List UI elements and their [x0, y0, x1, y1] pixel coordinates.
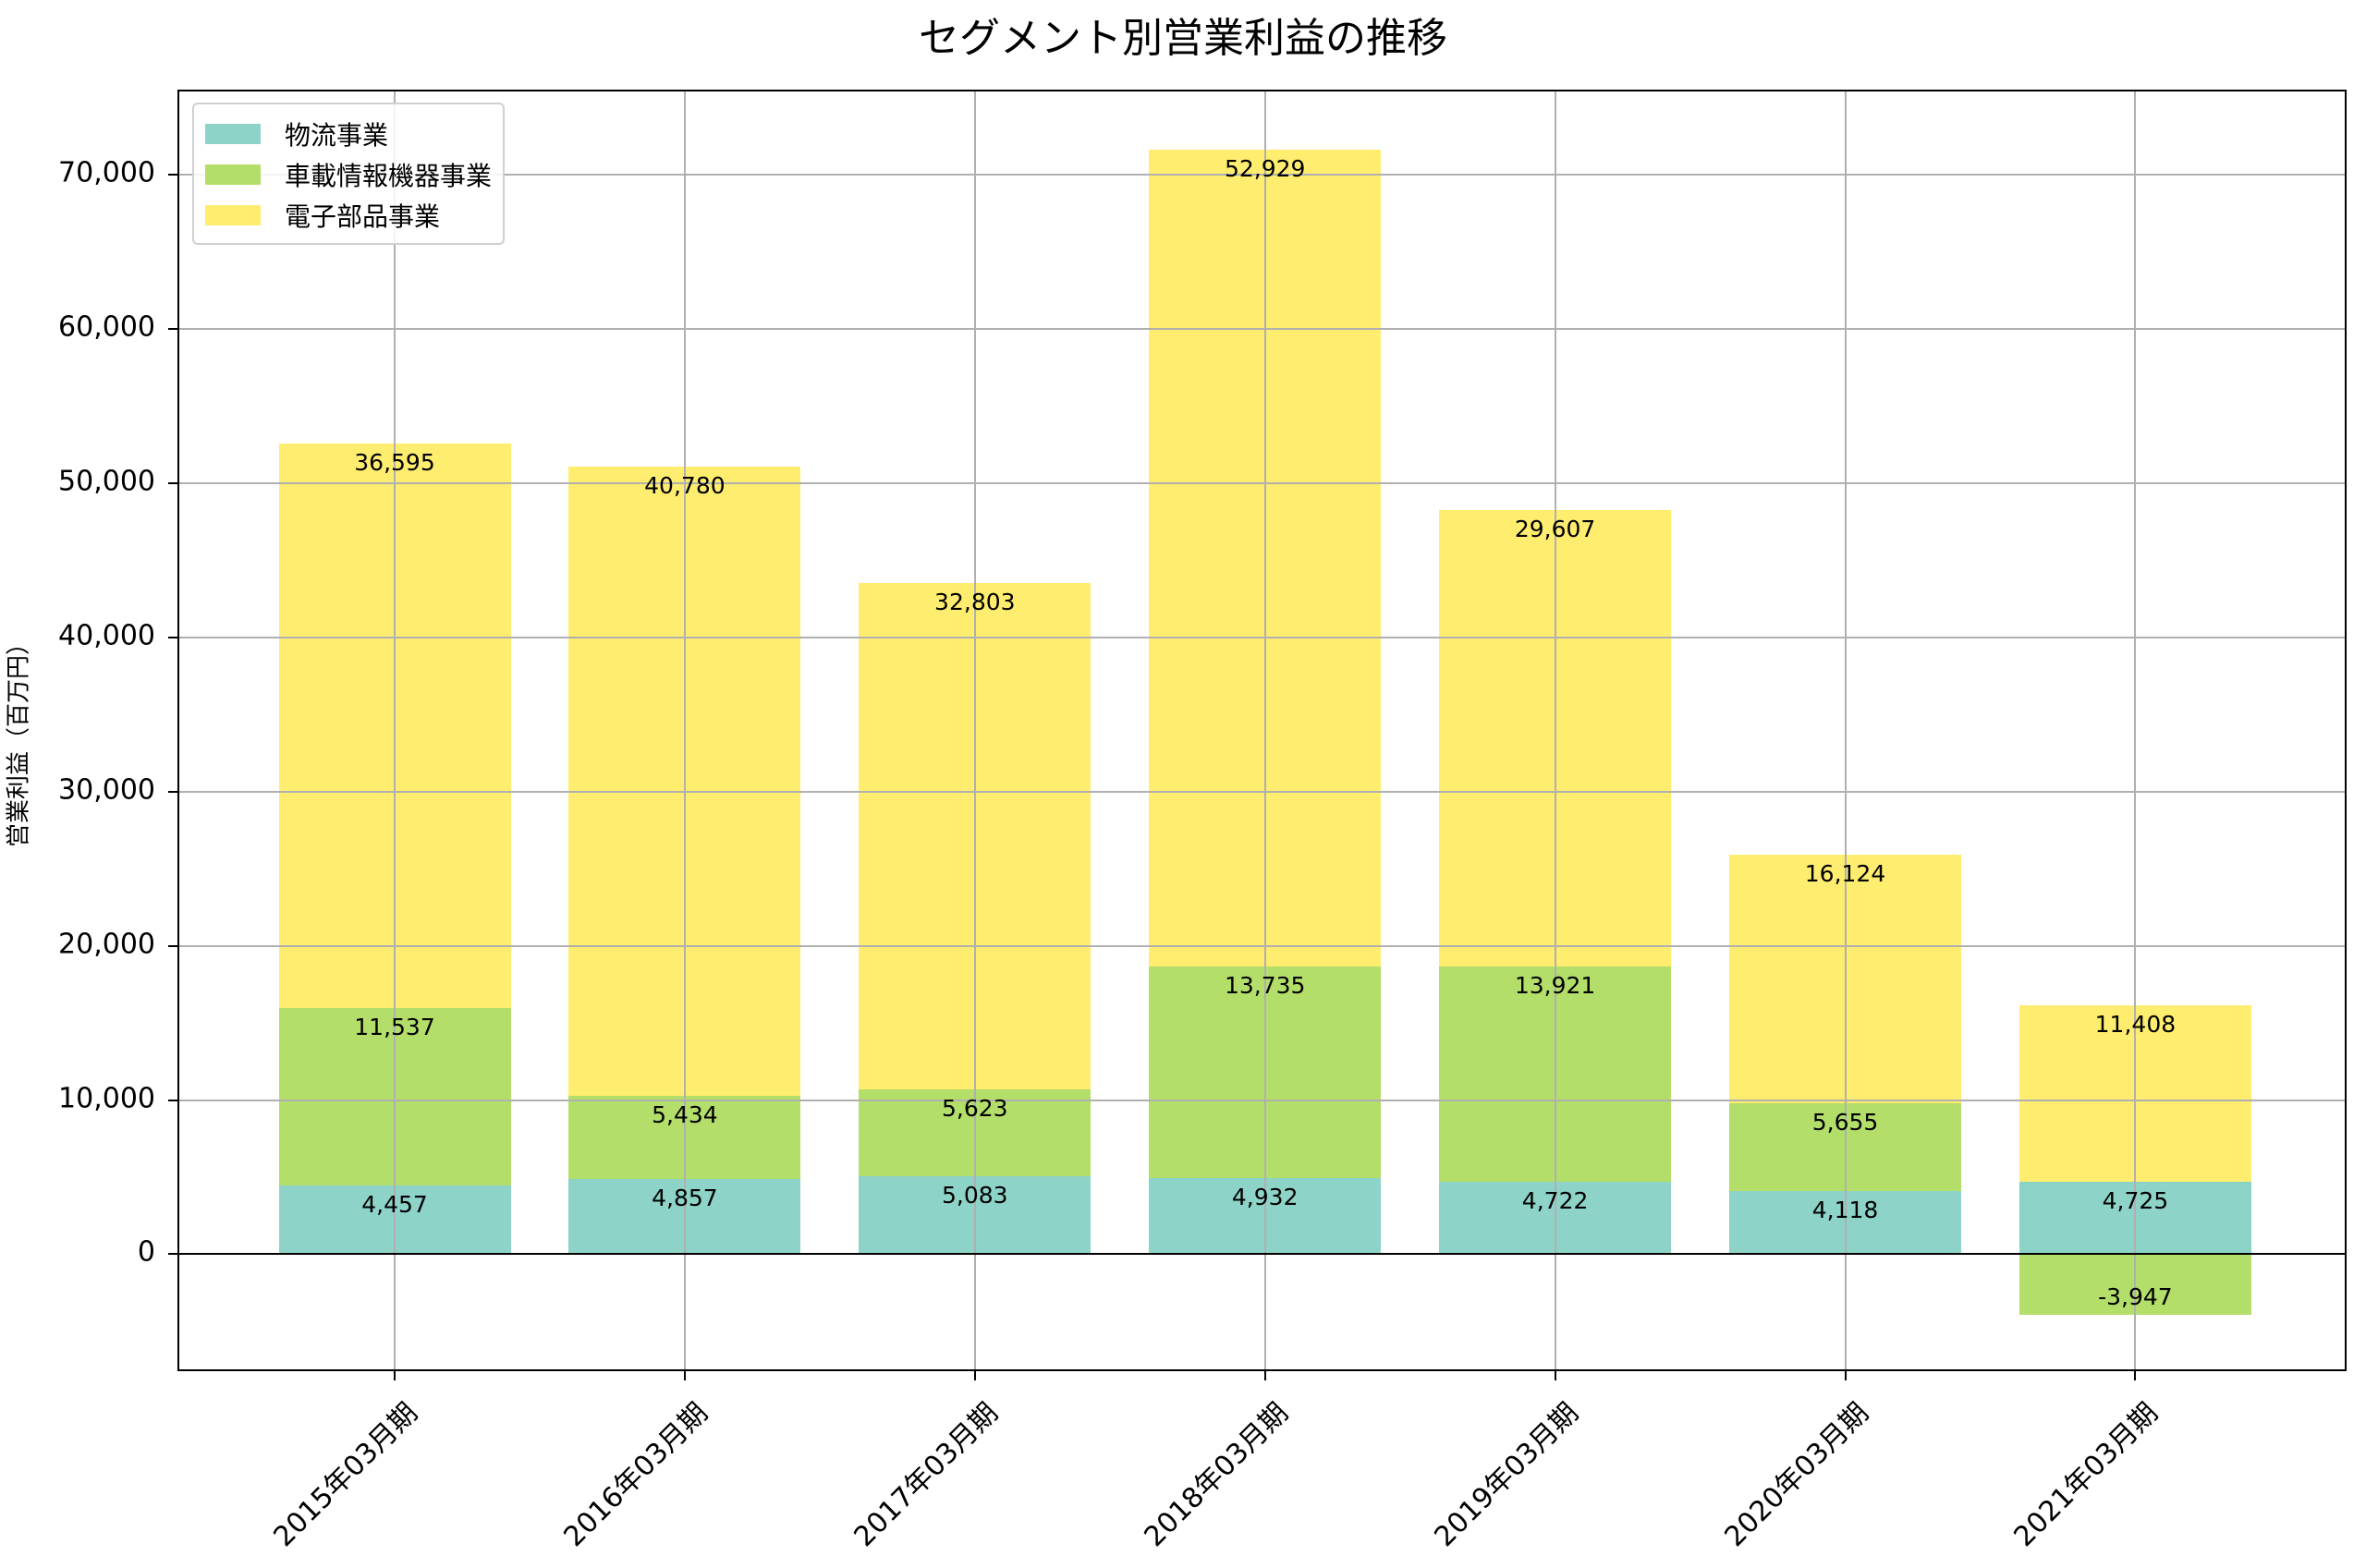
gridline-horizontal — [179, 636, 2345, 638]
bar-value-label: 11,408 — [2094, 1011, 2177, 1039]
gridline-horizontal — [179, 481, 2345, 484]
y-tick-mark — [168, 174, 179, 176]
y-tick-mark — [168, 481, 179, 484]
gridline-horizontal — [179, 174, 2345, 176]
x-tick-label: 2017年03月期 — [848, 1396, 1005, 1554]
bar-value-label: 13,921 — [1514, 972, 1596, 1000]
zero-baseline — [179, 1253, 2345, 1256]
y-tick-label: 0 — [137, 1235, 155, 1269]
gridline-horizontal — [179, 328, 2345, 331]
bar-value-label: 11,537 — [354, 1013, 435, 1040]
y-tick-label: 10,000 — [58, 1082, 155, 1115]
y-tick-mark — [168, 1099, 179, 1101]
gridline-horizontal — [179, 1099, 2345, 1101]
x-tick-mark — [1844, 1369, 1847, 1380]
x-tick-mark — [394, 1369, 396, 1380]
bar-value-label: 52,929 — [1224, 155, 1306, 183]
bar-value-label: 5,083 — [942, 1181, 1008, 1209]
x-tick-mark — [683, 1369, 686, 1380]
bar-value-label: 29,607 — [1514, 516, 1596, 543]
y-tick-mark — [168, 790, 179, 793]
legend-label: 車載情報機器事業 — [285, 161, 493, 191]
bar-value-label: 4,932 — [1231, 1184, 1299, 1211]
gridline-horizontal — [179, 944, 2345, 947]
legend-swatch-automotive — [205, 164, 261, 185]
y-axis-label: 営業利益（百万円） — [5, 630, 33, 848]
x-tick-label: 2018年03月期 — [1138, 1396, 1295, 1554]
legend-swatch-logistics — [205, 124, 261, 144]
y-tick-label: 20,000 — [58, 928, 155, 961]
x-tick-mark — [1554, 1369, 1556, 1380]
legend: 物流事業 車載情報機器事業 電子部品事業 — [192, 103, 506, 245]
gridline-vertical — [2134, 91, 2137, 1369]
bar-value-label: 36,595 — [354, 448, 435, 476]
bar-value-label: 4,857 — [652, 1185, 718, 1212]
y-tick-label: 60,000 — [58, 310, 155, 344]
x-tick-label: 2020年03月期 — [1718, 1396, 1875, 1554]
bar-value-label: -3,947 — [2098, 1283, 2173, 1311]
y-tick-mark — [168, 944, 179, 947]
y-tick-mark — [168, 636, 179, 638]
y-tick-label: 40,000 — [58, 619, 155, 652]
bar-value-label: 4,722 — [1521, 1186, 1589, 1214]
legend-swatch-electronics — [205, 205, 261, 225]
y-tick-label: 70,000 — [58, 156, 155, 189]
bar-value-label: 4,725 — [2102, 1186, 2169, 1214]
gridline-vertical — [1263, 91, 1266, 1369]
y-tick-label: 50,000 — [58, 465, 155, 498]
bar-value-label: 13,735 — [1224, 971, 1306, 999]
y-tick-mark — [168, 1253, 179, 1256]
x-tick-label: 2016年03月期 — [557, 1396, 714, 1554]
legend-label: 物流事業 — [285, 120, 389, 151]
gridline-vertical — [394, 91, 396, 1369]
gridline-vertical — [683, 91, 686, 1369]
bar-value-label: 4,118 — [1811, 1196, 1879, 1223]
x-tick-mark — [2134, 1369, 2137, 1380]
y-tick-mark — [168, 328, 179, 331]
gridline-vertical — [1554, 91, 1556, 1369]
gridline-horizontal — [179, 790, 2345, 793]
x-tick-label: 2021年03月期 — [2007, 1396, 2165, 1554]
gridline-vertical — [1844, 91, 1847, 1369]
legend-item-electronics: 電子部品事業 — [205, 195, 492, 236]
bar-value-label: 40,780 — [644, 472, 726, 500]
x-tick-mark — [1263, 1369, 1266, 1380]
chart-title: セグメント別営業利益の推移 — [919, 15, 1447, 62]
grid — [179, 91, 2345, 1369]
legend-item-automotive: 車載情報機器事業 — [205, 154, 492, 195]
bar-value-label: 5,434 — [652, 1100, 718, 1128]
bar-value-label: 32,803 — [934, 589, 1016, 616]
bar-value-label: 16,124 — [1804, 860, 1886, 888]
x-tick-mark — [973, 1369, 976, 1380]
y-tick-label: 30,000 — [58, 773, 155, 807]
legend-item-logistics: 物流事業 — [205, 114, 492, 154]
x-tick-label: 2015年03月期 — [267, 1396, 424, 1554]
bar-value-label: 5,655 — [1811, 1109, 1879, 1136]
bar-value-label: 5,623 — [942, 1094, 1008, 1122]
legend-label: 電子部品事業 — [285, 201, 441, 232]
bar-value-label: 4,457 — [361, 1191, 428, 1219]
plot-area: 4,457 11,537 36,595 4,857 5,434 40,780 5,083 5,… — [168, 90, 2347, 1380]
gridline-vertical — [973, 91, 976, 1369]
x-tick-label: 2019年03月期 — [1428, 1396, 1585, 1554]
